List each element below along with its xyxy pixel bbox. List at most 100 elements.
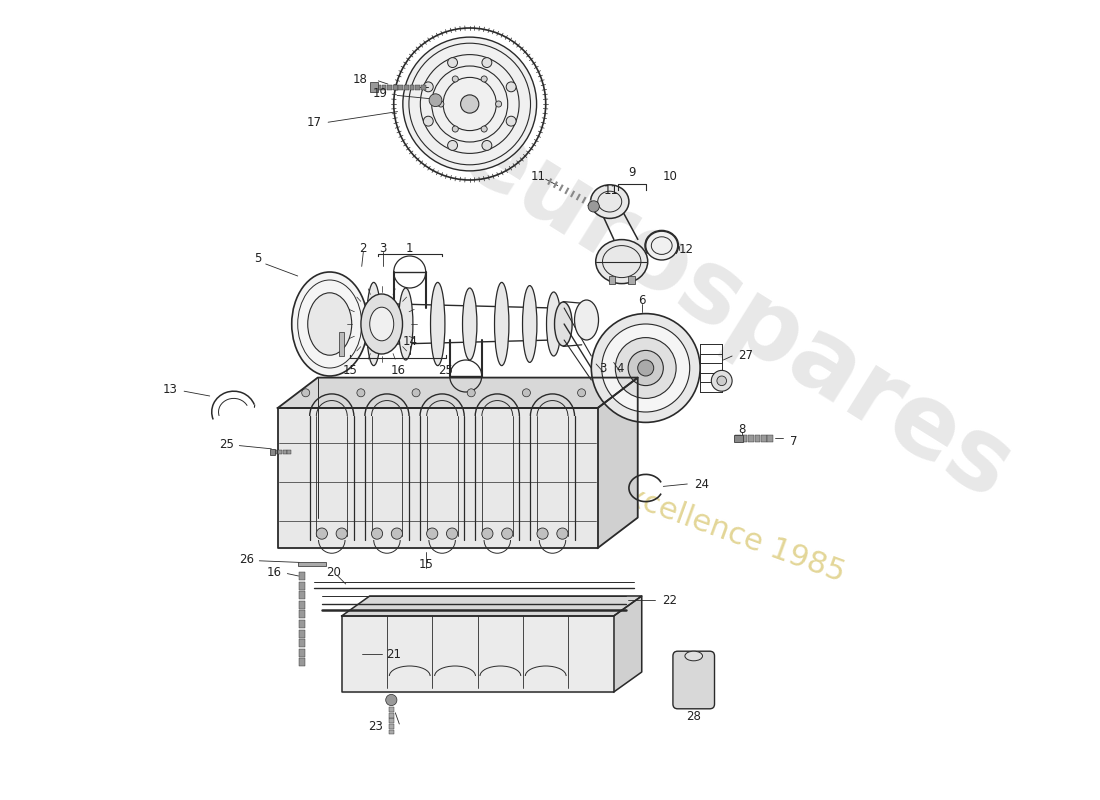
Ellipse shape (495, 282, 509, 366)
Text: 12: 12 (679, 243, 693, 256)
Text: 25: 25 (438, 364, 453, 377)
Circle shape (537, 528, 548, 539)
Bar (298, 572, 305, 580)
Bar (389, 724, 394, 729)
Text: 16: 16 (266, 566, 282, 578)
Circle shape (301, 389, 310, 397)
Circle shape (424, 82, 433, 92)
Ellipse shape (596, 240, 648, 284)
Ellipse shape (370, 307, 394, 341)
Text: 24: 24 (694, 478, 708, 490)
Circle shape (337, 528, 348, 539)
Bar (287, 450, 292, 454)
Bar (298, 620, 305, 628)
Bar (741, 435, 747, 442)
Bar (298, 610, 305, 618)
Bar (389, 713, 394, 718)
Text: 20: 20 (327, 566, 341, 578)
Ellipse shape (308, 293, 352, 355)
Circle shape (461, 95, 478, 113)
Circle shape (481, 76, 487, 82)
Bar (409, 85, 415, 90)
Ellipse shape (398, 288, 412, 360)
Text: 18: 18 (353, 73, 367, 86)
Circle shape (496, 101, 502, 107)
Polygon shape (277, 408, 597, 548)
Circle shape (628, 350, 663, 386)
Bar (735, 435, 741, 442)
Circle shape (452, 76, 459, 82)
Circle shape (592, 314, 700, 422)
Bar (387, 85, 392, 90)
Ellipse shape (554, 302, 572, 346)
Circle shape (557, 528, 568, 539)
Text: eurospares: eurospares (441, 103, 1030, 521)
Text: 8: 8 (738, 423, 746, 436)
Bar (393, 85, 397, 90)
Bar (277, 450, 282, 454)
Ellipse shape (292, 272, 367, 376)
Bar (734, 435, 744, 442)
Bar (273, 450, 277, 454)
Bar (420, 85, 426, 90)
Ellipse shape (366, 282, 381, 366)
Text: 3: 3 (600, 362, 607, 375)
Text: 19: 19 (373, 87, 387, 100)
Ellipse shape (522, 286, 537, 362)
Bar (755, 435, 760, 442)
Circle shape (602, 324, 690, 412)
Text: 13: 13 (163, 383, 178, 396)
Bar (270, 449, 275, 455)
Bar (298, 630, 305, 638)
Text: a passion for excellence 1985: a passion for excellence 1985 (410, 405, 848, 587)
Circle shape (317, 528, 328, 539)
Circle shape (482, 141, 492, 150)
Text: 7: 7 (790, 435, 798, 448)
Text: 3: 3 (379, 242, 387, 254)
Bar (298, 591, 305, 599)
Circle shape (392, 528, 403, 539)
Circle shape (578, 389, 585, 397)
Circle shape (448, 58, 458, 67)
Circle shape (447, 528, 458, 539)
Bar (768, 435, 773, 442)
Circle shape (506, 116, 516, 126)
Bar (404, 85, 409, 90)
Text: 5: 5 (254, 252, 262, 265)
Text: 21: 21 (386, 647, 400, 661)
Ellipse shape (574, 300, 598, 340)
Polygon shape (342, 616, 614, 692)
Bar (609, 276, 615, 284)
FancyBboxPatch shape (673, 651, 715, 709)
Circle shape (522, 389, 530, 397)
Bar (748, 435, 754, 442)
Bar (283, 450, 286, 454)
Circle shape (427, 528, 438, 539)
Text: 11: 11 (604, 184, 619, 197)
Text: 27: 27 (738, 350, 752, 362)
Polygon shape (614, 596, 641, 692)
Polygon shape (277, 378, 638, 408)
Bar (298, 639, 305, 647)
Bar (389, 707, 394, 712)
Bar (371, 82, 378, 92)
Bar (761, 435, 767, 442)
Bar (628, 276, 635, 284)
Circle shape (588, 201, 600, 212)
Text: 6: 6 (638, 294, 646, 306)
Bar (382, 85, 386, 90)
Ellipse shape (547, 292, 561, 356)
Ellipse shape (591, 185, 629, 218)
Circle shape (717, 376, 726, 386)
Bar (376, 85, 381, 90)
Circle shape (482, 528, 493, 539)
Bar (298, 582, 305, 590)
Circle shape (386, 694, 397, 706)
Ellipse shape (685, 651, 703, 661)
Polygon shape (342, 596, 641, 616)
Text: 10: 10 (662, 170, 678, 182)
Text: 11: 11 (530, 170, 546, 182)
Circle shape (481, 126, 487, 132)
Circle shape (468, 389, 475, 397)
Text: 15: 15 (342, 364, 358, 377)
